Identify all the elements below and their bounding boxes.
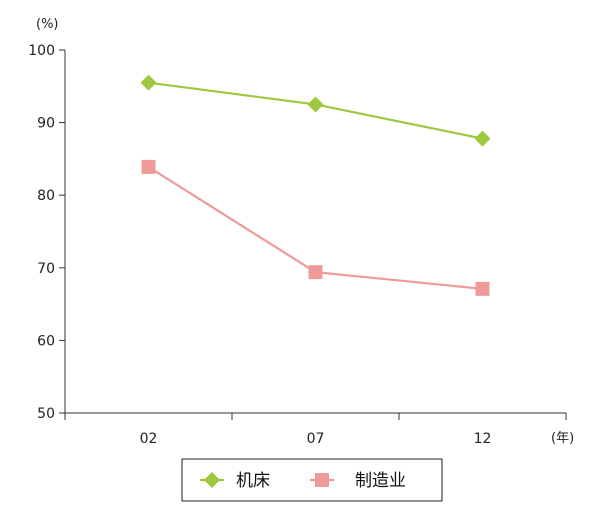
- legend-label: 机床: [236, 471, 270, 491]
- data-point-diamond: [307, 96, 324, 113]
- x-axis-unit: (年): [551, 431, 574, 446]
- legend: 机床 制造业: [181, 458, 443, 502]
- y-tick-label: 100: [28, 43, 55, 59]
- data-point-diamond: [474, 130, 491, 147]
- series-group: [140, 74, 491, 296]
- data-point-square: [141, 159, 156, 174]
- x-tick-label: 02: [140, 431, 158, 447]
- axes: (%) (年): [36, 17, 574, 446]
- x-ticks: 02 07 12: [64, 413, 567, 447]
- data-point-diamond: [140, 74, 157, 91]
- legend-marker-diamond: [204, 472, 220, 488]
- legend-label: 制造业: [355, 471, 406, 491]
- data-point-square: [475, 281, 490, 296]
- y-tick-label: 90: [37, 116, 55, 132]
- x-tick-label: 07: [307, 431, 325, 447]
- y-tick-label: 60: [37, 333, 55, 349]
- y-tick-label: 80: [37, 188, 55, 204]
- x-tick-label: 12: [474, 431, 492, 447]
- y-ticks: 50 60 70 80 90 100: [28, 43, 65, 422]
- data-point-square: [308, 265, 323, 280]
- y-tick-label: 50: [37, 406, 55, 422]
- y-tick-label: 70: [37, 261, 55, 277]
- y-axis-unit: (%): [36, 17, 59, 32]
- legend-marker-square: [315, 473, 329, 487]
